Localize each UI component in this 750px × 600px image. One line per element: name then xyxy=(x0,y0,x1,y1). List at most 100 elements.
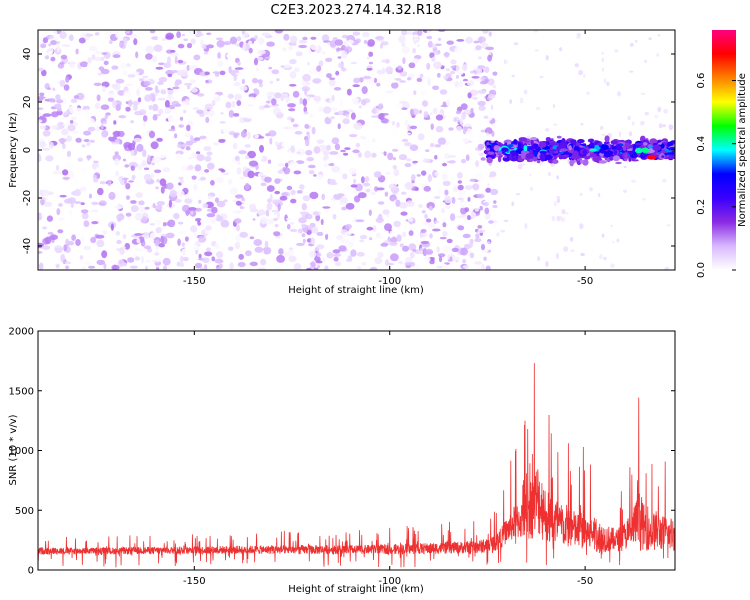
spectrogram-noise-blob xyxy=(73,40,78,46)
spectrogram-noise-blob xyxy=(340,211,349,217)
spectrogram-noise-blob xyxy=(175,153,182,161)
spectrogram-noise-blob xyxy=(213,142,219,146)
spectrogram-noise-blob xyxy=(144,206,150,210)
spectrogram-noise-blob xyxy=(444,195,452,204)
spectrogram-noise-blob xyxy=(96,239,105,248)
spectrogram-noise-blob xyxy=(336,193,345,197)
spectrogram-noise-blob xyxy=(402,245,409,252)
spectrogram-noise-blob xyxy=(469,252,475,259)
spectrogram-noise-blob xyxy=(40,198,45,206)
spectrogram-noise-blob xyxy=(476,193,485,199)
spectrogram-noise-blob xyxy=(84,109,90,117)
spectrogram-noise-blob xyxy=(252,218,256,221)
spectrogram-noise-blob xyxy=(115,104,121,111)
spectrogram-noise-blob xyxy=(233,133,239,139)
spectrogram-noise-blob xyxy=(308,164,316,169)
y-tick-label: 1000 xyxy=(9,446,34,457)
spectrogram-noise-blob xyxy=(398,100,408,104)
spectrogram-noise-blob xyxy=(355,142,361,148)
spectrogram-noise-blob xyxy=(382,67,386,75)
spectrogram-noise-blob xyxy=(274,209,278,215)
spectrogram-noise-blob xyxy=(628,131,633,137)
spectrogram-noise-blob xyxy=(144,94,152,102)
spectrogram-noise-blob xyxy=(664,266,670,270)
spectrogram-noise-blob xyxy=(211,100,216,107)
spectrogram-noise-blob xyxy=(374,257,383,265)
spectrogram-noise-blob xyxy=(75,137,82,143)
spectrogram-noise-blob xyxy=(154,205,163,210)
spectrogram-noise-blob xyxy=(342,173,348,180)
spectrogram-noise-blob xyxy=(114,158,120,166)
spectrogram-signal-blob xyxy=(634,142,644,146)
spectrogram-noise-blob xyxy=(491,31,497,39)
spectrogram-noise-blob xyxy=(316,65,322,72)
spectrogram-noise-blob xyxy=(387,152,394,161)
spectrogram-noise-blob xyxy=(364,176,370,183)
spectrogram-noise-blob xyxy=(404,142,412,147)
spectrogram-noise-blob xyxy=(137,163,143,171)
spectrogram-noise-blob xyxy=(59,194,67,198)
spectrogram-noise-blob xyxy=(420,229,427,233)
spectrogram-noise-blob xyxy=(48,43,52,47)
spectrogram-noise-blob xyxy=(220,169,226,173)
spectrogram-noise-blob xyxy=(288,108,296,112)
spectrogram-noise-blob xyxy=(54,84,60,92)
spectrogram-noise-blob xyxy=(442,263,447,270)
spectrogram-noise-blob xyxy=(178,124,184,128)
spectrogram-noise-blob xyxy=(412,47,416,54)
spectrogram-noise-blob xyxy=(71,234,76,241)
spectrogram-noise-blob xyxy=(301,203,307,211)
spectrogram-noise-blob xyxy=(125,195,131,200)
spectrogram-noise-blob xyxy=(425,218,432,223)
spectrogram-noise-blob xyxy=(461,158,467,164)
spectrogram-noise-blob xyxy=(104,31,114,36)
spectrogram-noise-blob xyxy=(308,170,315,175)
spectrogram-noise-blob xyxy=(62,44,71,47)
spectrogram-noise-blob xyxy=(429,52,435,59)
spectrogram-noise-blob xyxy=(357,192,367,199)
spectrogram-noise-blob xyxy=(403,132,412,135)
spectrogram-noise-blob xyxy=(246,125,252,133)
spectrogram-noise-blob xyxy=(524,223,528,229)
spectrogram-noise-blob xyxy=(309,113,314,118)
spectrogram-noise-blob xyxy=(328,78,336,87)
spectrogram-noise-blob xyxy=(163,148,170,152)
spectrogram-noise-blob xyxy=(570,236,574,242)
spectrogram-noise-blob xyxy=(160,89,167,95)
spectrogram-noise-blob xyxy=(43,201,53,207)
spectrogram-signal-blob xyxy=(609,155,614,161)
spectrogram-noise-blob xyxy=(206,32,212,36)
spectrogram-noise-blob xyxy=(513,42,519,45)
spectrogram-noise-blob xyxy=(308,68,317,75)
spectrogram-noise-blob xyxy=(367,39,376,47)
spectrogram-noise-blob xyxy=(434,155,438,160)
spectrogram-noise-blob xyxy=(302,195,311,202)
spectrogram-noise-blob xyxy=(266,202,273,211)
spectrogram-noise-blob xyxy=(114,151,119,156)
spectrogram-noise-blob xyxy=(348,167,357,175)
spectrogram-noise-blob xyxy=(415,187,419,191)
spectrogram-noise-blob xyxy=(258,83,263,88)
spectrogram-noise-blob xyxy=(448,94,455,101)
spectrogram-noise-blob xyxy=(276,78,280,82)
spectrogram-noise-blob xyxy=(331,137,340,145)
spectrogram-noise-blob xyxy=(427,40,433,48)
spectrogram-noise-blob xyxy=(80,202,85,206)
spectrogram-noise-blob xyxy=(302,36,308,41)
spectrogram-noise-blob xyxy=(227,93,234,99)
spectrogram-noise-blob xyxy=(436,72,441,78)
spectrogram-noise-blob xyxy=(204,169,210,173)
spectrogram-noise-blob xyxy=(466,128,472,134)
spectrogram-noise-blob xyxy=(465,36,473,44)
spectrogram-noise-blob xyxy=(188,207,197,211)
spectrogram-noise-blob xyxy=(446,160,456,164)
spectrogram-noise-blob xyxy=(371,191,376,195)
spectrogram-noise-blob xyxy=(316,139,325,144)
spectrogram-noise-blob xyxy=(299,184,305,190)
spectrogram-noise-blob xyxy=(138,206,147,213)
spectrogram-signal-blob xyxy=(539,153,545,160)
spectrogram-panel: -150 -100 -50 40 20 0 -20 -40 Height of straig… xyxy=(8,29,676,296)
spectrogram-noise-blob xyxy=(474,261,483,265)
spectrogram-noise-blob xyxy=(484,127,493,135)
spectrogram-signal-blob xyxy=(549,145,553,148)
